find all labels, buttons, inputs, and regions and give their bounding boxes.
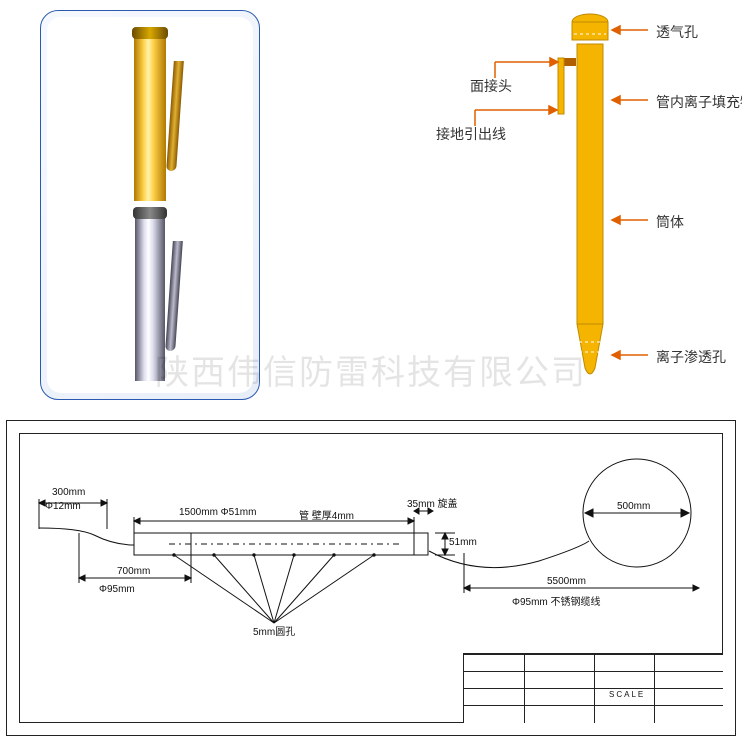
scale-label: SCALE [609, 690, 645, 699]
label-ion-perm: 离子渗透孔 [656, 347, 726, 367]
rod-photo-gold [134, 31, 166, 201]
label-surface-joint: 面接头 [470, 76, 512, 96]
dim-cable-spec: Φ95mm 不锈钢缆线 [512, 593, 601, 608]
top-region: 透气孔 面接头 接地引出线 管内离子填充物 筒体 离子渗透孔 [0, 0, 742, 410]
title-block: SCALE [463, 653, 723, 723]
product-photo-panel [40, 10, 260, 400]
dim-700: 700mm [117, 566, 150, 577]
rod-photo-silver [135, 211, 165, 381]
dim-coil: 500mm [617, 501, 650, 512]
dim-lead-dia: Φ12mm [45, 501, 81, 512]
dim-lead-len: 300mm [52, 487, 85, 498]
dim-d51: 51mm [449, 537, 477, 548]
label-ground-lead: 接地引出线 [436, 124, 506, 144]
dim-cable-len: 5500mm [547, 576, 586, 587]
dim-main-len: 1500mm Φ51mm [179, 507, 256, 518]
rod-schematic: 透气孔 面接头 接地引出线 管内离子填充物 筒体 离子渗透孔 [380, 0, 742, 410]
label-ion-fill: 管内离子填充物 [656, 92, 742, 112]
dim-hole: 5mm圆孔 [253, 623, 295, 638]
label-body: 筒体 [656, 212, 684, 232]
label-vent-hole: 透气孔 [656, 22, 698, 42]
dim-wall: 管 壁厚4mm [299, 507, 354, 522]
dim-phi95: Φ95mm [99, 584, 135, 595]
engineering-drawing: 300mm Φ12mm 700mm Φ95mm 1500mm Φ51mm 管 壁… [6, 420, 736, 736]
dim-cap: 35mm 旋盖 [407, 495, 458, 510]
